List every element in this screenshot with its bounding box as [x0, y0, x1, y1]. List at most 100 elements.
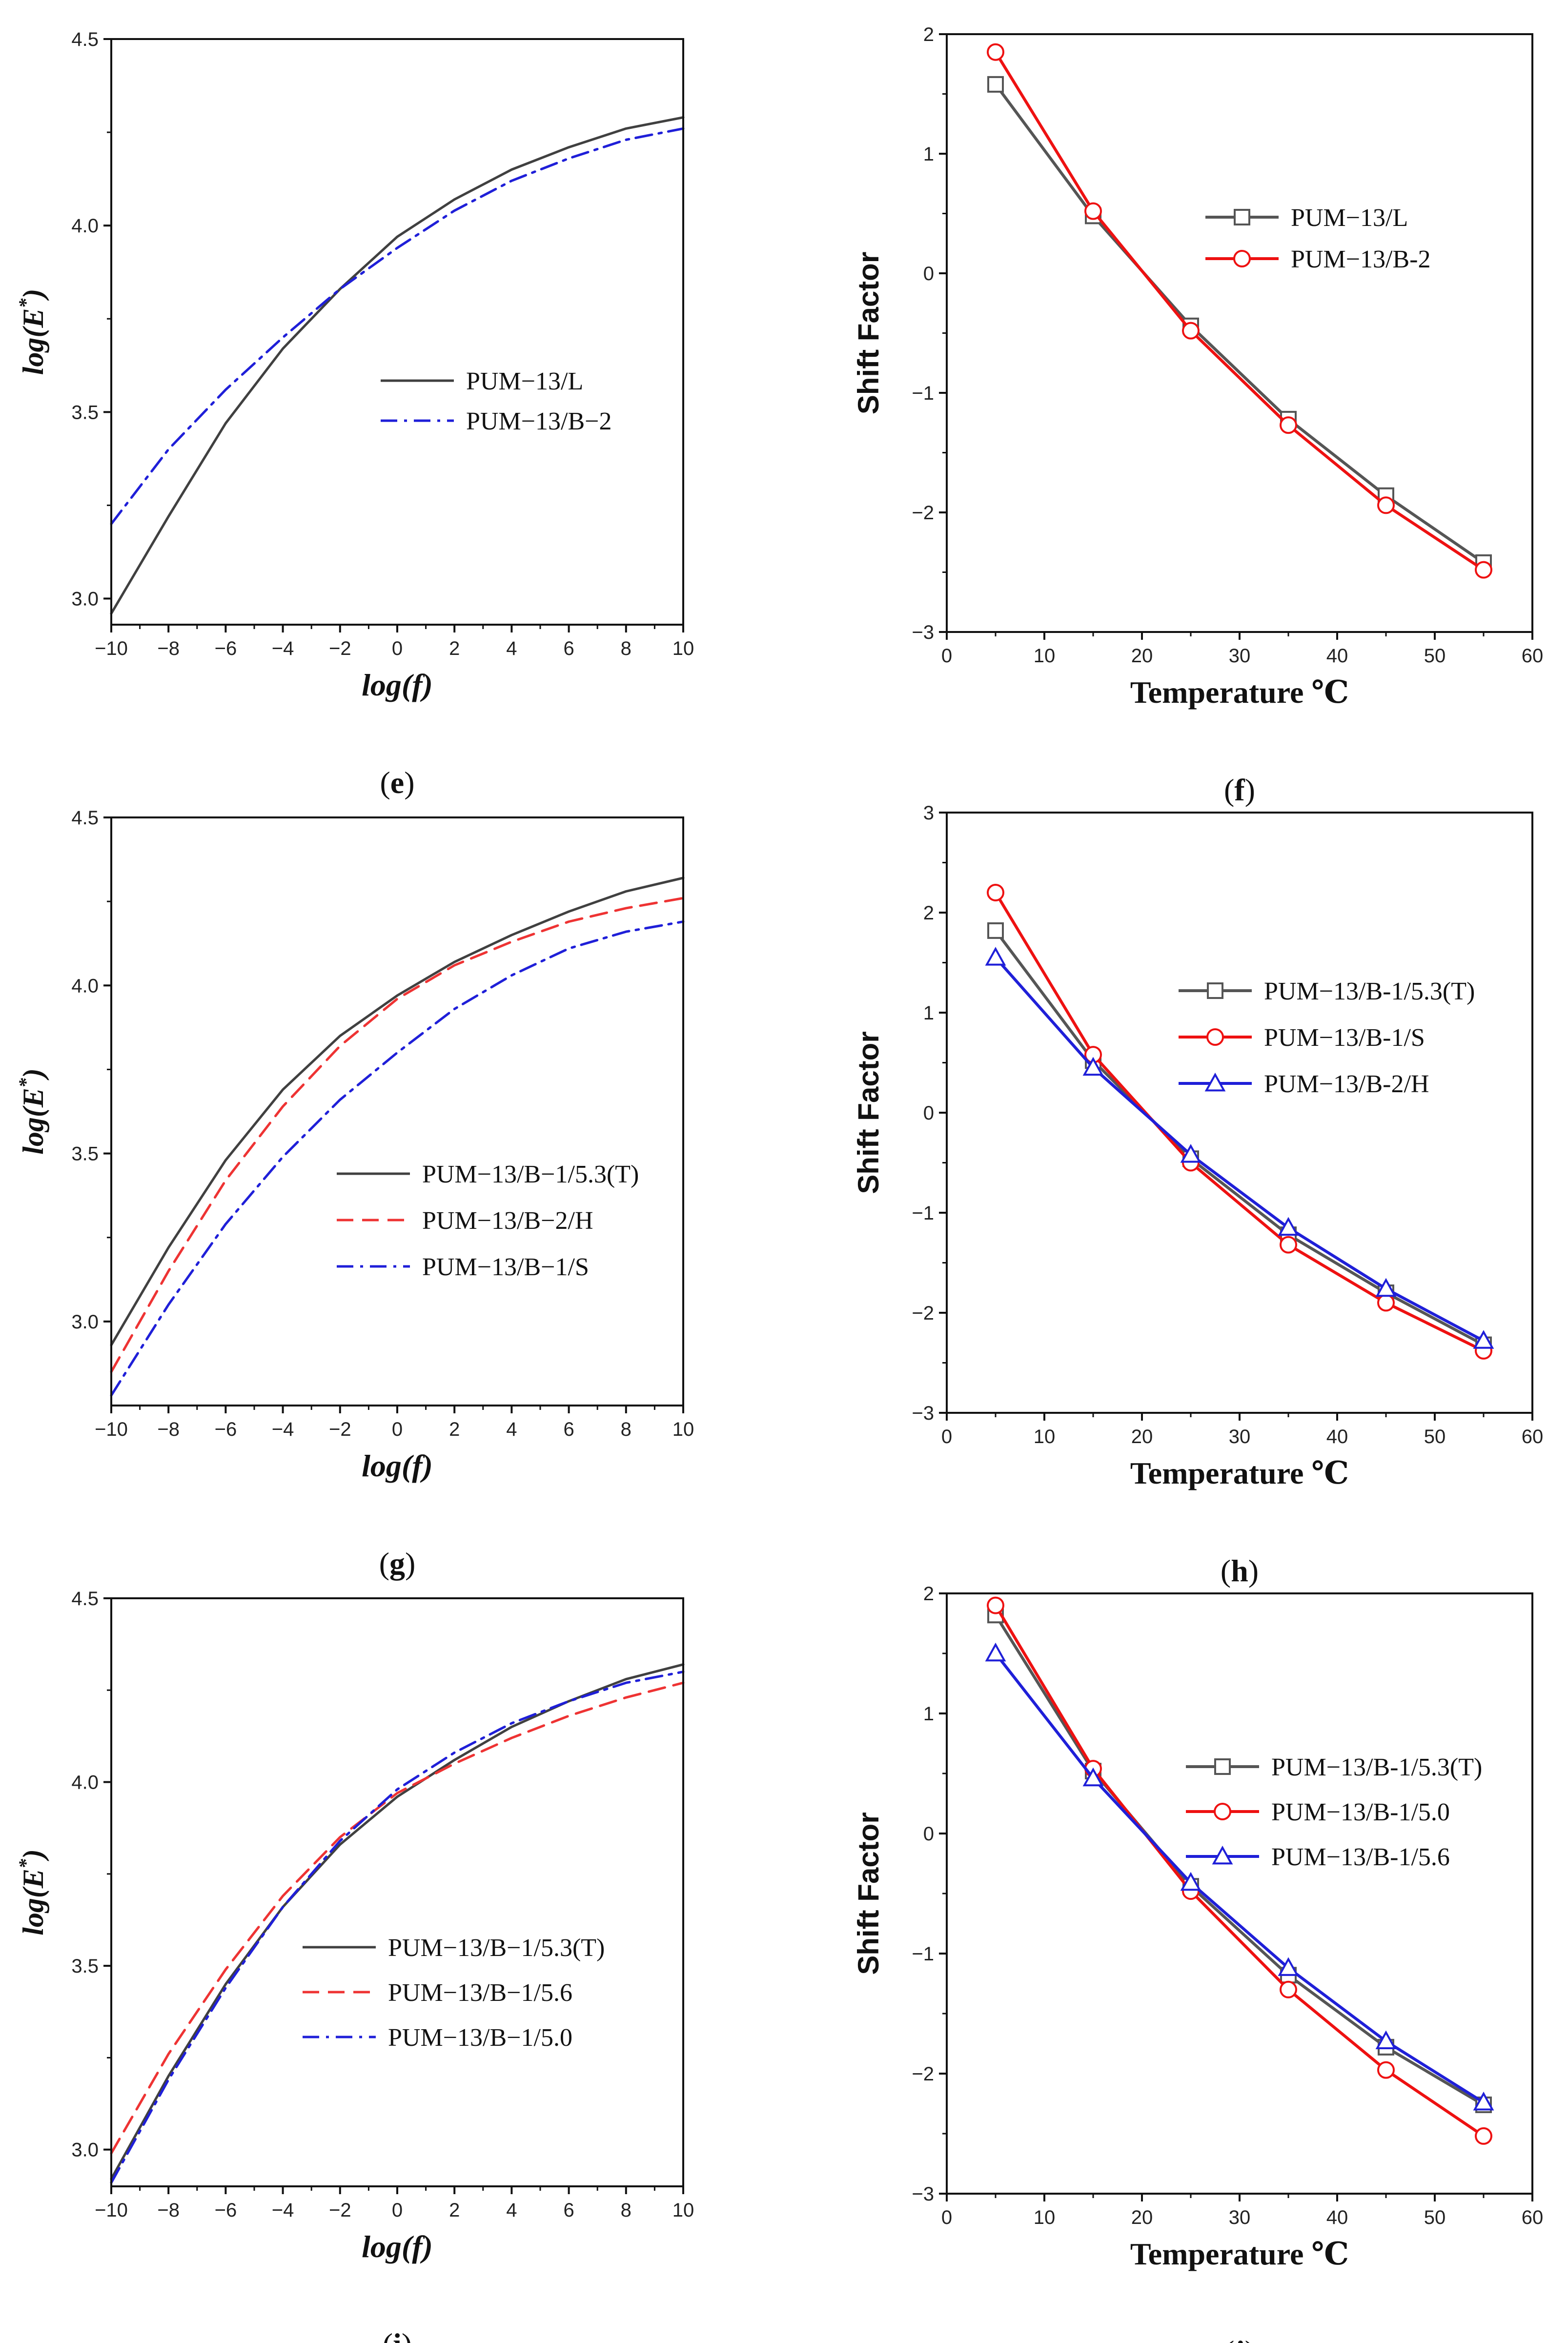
- panel-caption-i: (i): [383, 2327, 412, 2343]
- x-tick-label-j-4: 40: [1326, 2207, 1348, 2228]
- y-tick-label-h-3: 0: [923, 1102, 934, 1124]
- legend-label-g-1: PUM−13/B−2/H: [422, 1207, 593, 1235]
- x-tick-label-e-0: −10: [95, 638, 128, 659]
- x-tick-label-f-6: 60: [1522, 645, 1544, 667]
- chart-panel-g: −10 −8 −6 −4 −2 0 2 4 6 8 10 3.0 3.5 4.0 4.5 log(f) log(…: [15, 807, 694, 1581]
- x-tick-label-f-4: 40: [1326, 645, 1348, 667]
- x-tick-label-h-5: 50: [1424, 1426, 1446, 1447]
- x-tick-label-i-1: −8: [157, 2200, 180, 2221]
- chart-panel-i: −10 −8 −6 −4 −2 0 2 4 6 8 10 3.0 3.5 4.0 4.5 log(f) log(…: [15, 1588, 694, 2343]
- x-tick-label-j-0: 0: [941, 2207, 952, 2228]
- legend-label-j-0: PUM−13/B-1/5.3(T): [1271, 1753, 1482, 1781]
- chart-panel-f: 0 10 20 30 40 50 60 −3 −2 −1 0 1 2 Temperature ℃ Shift…: [852, 24, 1543, 807]
- chart-panel-e: −10 −8 −6 −4 −2 0 2 4 6 8 10 3.0 3.5 4.0 4.5 log(f) log(…: [15, 29, 694, 800]
- legend-label-g-0: PUM−13/B−1/5.3(T): [422, 1161, 639, 1188]
- y-tick-label-i-2: 4.0: [71, 1772, 99, 1793]
- x-axis-label-i: log(f): [362, 2229, 433, 2264]
- data-point-h-1-4: [1377, 1294, 1395, 1312]
- y-tick-label-f-4: 1: [923, 143, 934, 165]
- data-point-f-1-4: [1377, 496, 1395, 514]
- x-tick-label-j-1: 10: [1034, 2207, 1056, 2228]
- data-point-j-2-2: [1180, 1872, 1201, 1891]
- y-tick-label-h-4: 1: [923, 1002, 934, 1024]
- series-line-f-1: [994, 50, 1485, 571]
- data-point-f-1-2: [1182, 322, 1200, 340]
- plot-frame-j: [946, 1592, 1533, 2195]
- legend-label-i-2: PUM−13/B−1/5.0: [388, 2024, 572, 2052]
- data-point-h-1-0: [987, 884, 1004, 901]
- legend-marker-f-1: [1233, 250, 1251, 267]
- x-tick-label-e-4: −2: [329, 638, 351, 659]
- y-tick-label-f-1: −2: [912, 502, 934, 524]
- legend-label-h-2: PUM−13/B-2/H: [1264, 1070, 1429, 1098]
- x-tick-label-i-9: 8: [621, 2200, 631, 2221]
- legend-label-f-1: PUM−13/B-2: [1291, 245, 1430, 273]
- x-axis-label-h: Temperature ℃: [1130, 1456, 1349, 1490]
- x-tick-label-i-4: −2: [329, 2200, 351, 2221]
- chart-panel-j: 0 10 20 30 40 50 60 −3 −2 −1 0 1 2 Temperature ℃ Shift…: [852, 1583, 1543, 2343]
- legend-label-i-0: PUM−13/B−1/5.3(T): [388, 1934, 605, 1962]
- y-axis-label-i: log(E*): [15, 1849, 49, 1936]
- x-tick-label-i-0: −10: [95, 2200, 128, 2221]
- y-axis-label-j: Shift Factor: [852, 1812, 885, 1975]
- legend-label-e-1: PUM−13/B−2: [466, 407, 612, 435]
- data-point-h-1-3: [1280, 1236, 1297, 1254]
- y-tick-label-f-5: 2: [923, 24, 934, 45]
- y-tick-label-j-1: −2: [912, 2063, 934, 2085]
- data-point-f-1-1: [1084, 202, 1102, 220]
- x-tick-label-f-5: 50: [1424, 645, 1446, 667]
- x-tick-label-g-10: 10: [672, 1419, 694, 1440]
- x-tick-label-g-0: −10: [95, 1419, 128, 1440]
- series-line-j-2: [994, 1652, 1485, 2104]
- data-point-h-2-3: [1278, 1217, 1299, 1236]
- data-point-h-2-5: [1473, 1330, 1494, 1349]
- y-tick-label-i-1: 3.5: [71, 1956, 99, 1977]
- panel-caption-j: (j): [1224, 2334, 1255, 2343]
- legend-label-h-1: PUM−13/B-1/S: [1264, 1024, 1425, 1052]
- y-axis-label-e: log(E*): [15, 289, 49, 375]
- x-tick-label-g-9: 8: [621, 1419, 631, 1440]
- panel-caption-g: (g): [379, 1546, 416, 1581]
- x-tick-label-i-6: 2: [449, 2200, 460, 2221]
- series-line-e-0: [110, 116, 685, 615]
- legend-label-j-1: PUM−13/B-1/5.0: [1271, 1798, 1450, 1826]
- x-tick-label-i-8: 6: [563, 2200, 574, 2221]
- legend-label-e-0: PUM−13/L: [466, 367, 583, 395]
- x-tick-label-e-1: −8: [157, 638, 180, 659]
- legend-label-j-2: PUM−13/B-1/5.6: [1271, 1843, 1450, 1871]
- x-tick-label-j-6: 60: [1522, 2207, 1544, 2228]
- y-tick-label-g-3: 4.5: [71, 807, 99, 829]
- data-point-j-2-0: [985, 1642, 1006, 1662]
- data-point-j-2-4: [1375, 2030, 1397, 2049]
- x-tick-label-i-7: 4: [506, 2200, 517, 2221]
- data-point-f-1-0: [987, 43, 1004, 61]
- x-tick-label-h-3: 30: [1229, 1426, 1251, 1447]
- plot-frame-e: [110, 38, 684, 626]
- panel-caption-e: (e): [380, 765, 414, 800]
- x-tick-label-e-5: 0: [392, 638, 403, 659]
- data-point-j-1-4: [1377, 2061, 1395, 2079]
- x-tick-label-e-7: 4: [506, 638, 517, 659]
- series-line-g-0: [110, 876, 685, 1346]
- data-point-h-0-0: [987, 922, 1004, 939]
- data-point-h-2-2: [1180, 1143, 1201, 1163]
- data-point-j-2-5: [1473, 2091, 1494, 2111]
- data-point-h-2-0: [985, 947, 1006, 966]
- plot-frame-g: [110, 816, 684, 1406]
- x-tick-label-g-5: 0: [392, 1419, 403, 1440]
- x-tick-label-i-10: 10: [672, 2200, 694, 2221]
- y-tick-label-j-4: 1: [923, 1703, 934, 1725]
- series-line-h-1: [994, 891, 1485, 1352]
- x-tick-label-e-3: −4: [272, 638, 294, 659]
- x-tick-label-g-8: 6: [563, 1419, 574, 1440]
- series-line-h-0: [994, 929, 1485, 1346]
- x-axis-label-f: Temperature ℃: [1130, 675, 1349, 710]
- y-tick-label-e-3: 4.5: [71, 29, 99, 50]
- y-tick-label-e-1: 3.5: [71, 402, 99, 423]
- series-line-i-2: [110, 1671, 685, 2184]
- x-tick-label-f-1: 10: [1034, 645, 1056, 667]
- y-axis-label-g: log(E*): [15, 1068, 49, 1155]
- y-tick-label-j-3: 0: [923, 1823, 934, 1845]
- data-point-h-2-4: [1375, 1278, 1397, 1297]
